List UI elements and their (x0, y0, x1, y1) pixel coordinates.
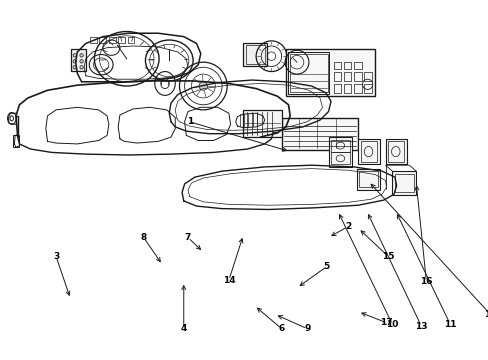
Bar (358, 139, 379, 165)
Bar (358, 171, 377, 187)
Ellipse shape (80, 66, 83, 69)
Bar (330, 140, 349, 152)
Text: 3: 3 (53, 252, 59, 261)
Bar (289, 54, 327, 92)
Text: 7: 7 (184, 233, 191, 242)
Bar (387, 141, 404, 162)
Text: 12: 12 (483, 310, 488, 319)
Ellipse shape (199, 82, 207, 90)
Text: 8: 8 (141, 233, 146, 242)
Bar (394, 174, 413, 193)
Text: 2: 2 (344, 222, 350, 231)
Bar (391, 171, 415, 195)
Bar (364, 72, 371, 81)
Bar (70, 49, 86, 71)
Text: 5: 5 (323, 262, 329, 271)
Bar (127, 37, 134, 42)
Bar (245, 45, 264, 64)
Text: 16: 16 (419, 277, 432, 286)
Text: 15: 15 (381, 252, 393, 261)
Bar (364, 84, 371, 93)
Ellipse shape (73, 54, 76, 57)
Bar (285, 49, 375, 96)
Bar (243, 42, 266, 67)
Bar (118, 37, 125, 42)
Text: 10: 10 (386, 320, 398, 329)
Text: 11: 11 (443, 320, 456, 329)
Bar (90, 37, 97, 42)
Bar (360, 141, 376, 162)
Bar (353, 72, 361, 81)
Bar (99, 37, 106, 42)
Text: 6: 6 (278, 324, 284, 333)
Bar (356, 168, 380, 190)
Bar (385, 139, 406, 165)
Ellipse shape (80, 54, 83, 57)
Bar (353, 62, 361, 69)
Text: 4: 4 (180, 324, 186, 333)
Ellipse shape (80, 60, 83, 63)
Bar (288, 52, 329, 94)
Text: 17: 17 (379, 318, 392, 327)
Bar (281, 117, 358, 150)
Bar (14, 135, 19, 147)
Text: 13: 13 (414, 321, 427, 330)
Ellipse shape (73, 60, 76, 63)
Bar (333, 62, 341, 69)
Text: 9: 9 (304, 324, 310, 333)
Ellipse shape (73, 66, 76, 69)
Text: 1: 1 (186, 117, 192, 126)
Bar (330, 152, 349, 165)
Bar (243, 110, 281, 137)
Bar (353, 84, 361, 93)
Bar (343, 84, 351, 93)
Text: 14: 14 (222, 276, 235, 285)
Bar (333, 72, 341, 81)
Bar (109, 37, 115, 42)
Bar (328, 137, 352, 167)
Bar (343, 62, 351, 69)
Bar (333, 84, 341, 93)
Bar (343, 72, 351, 81)
